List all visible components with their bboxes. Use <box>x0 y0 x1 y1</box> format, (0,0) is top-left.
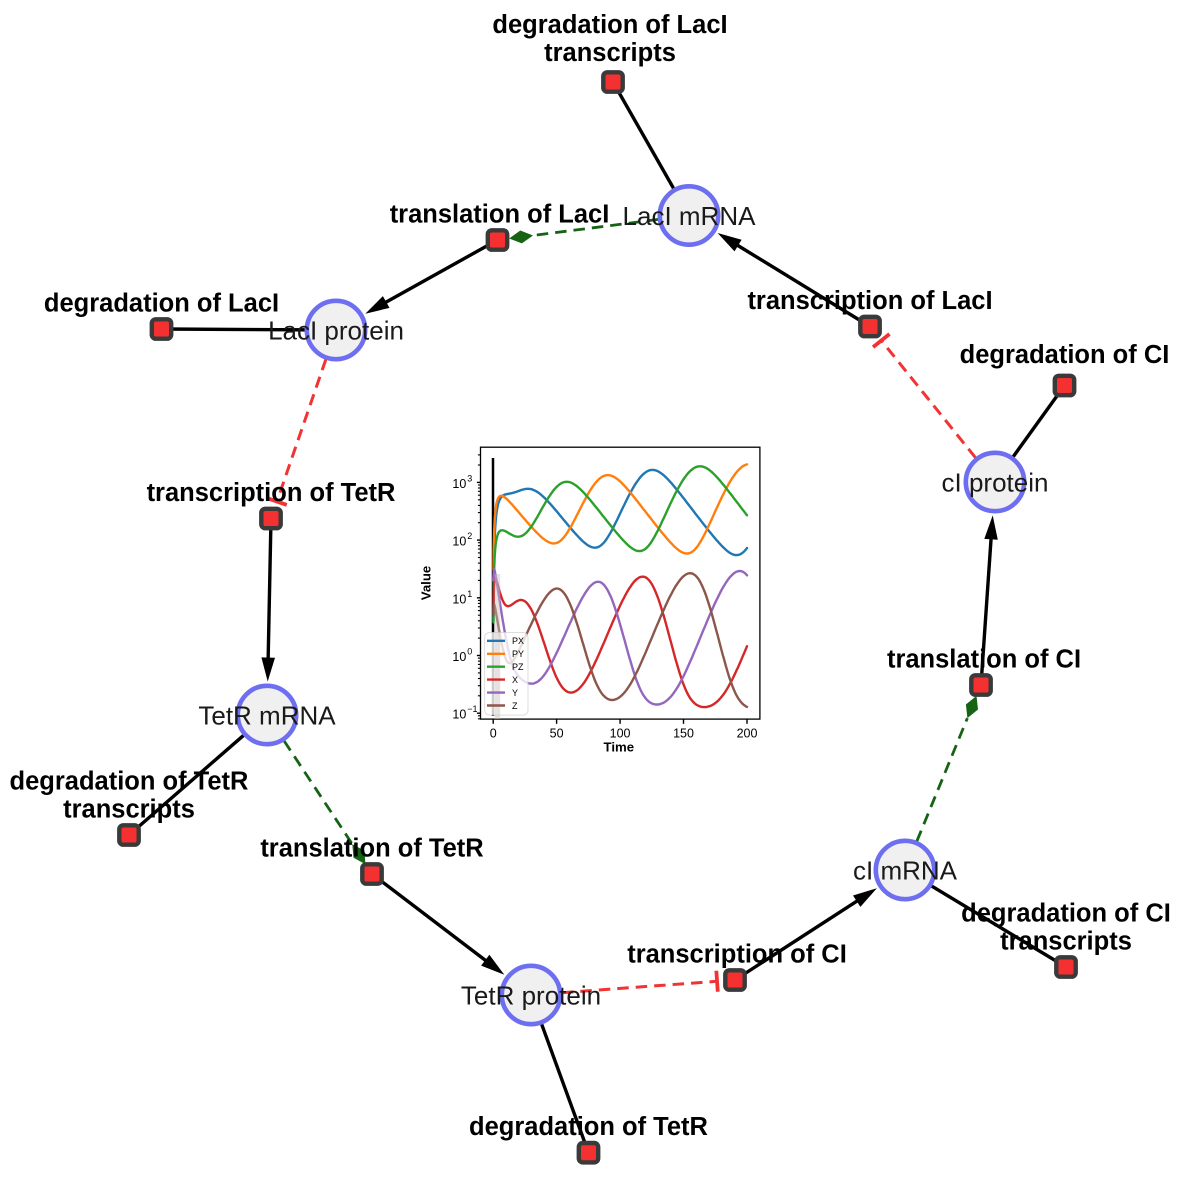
svg-text:TetR mRNA: TetR mRNA <box>198 701 336 731</box>
svg-text:transcripts: transcripts <box>544 39 676 67</box>
svg-text:transcription of TetR: transcription of TetR <box>147 479 396 507</box>
svg-text:−1: −1 <box>467 704 477 714</box>
svg-text:cI mRNA: cI mRNA <box>853 856 958 886</box>
svg-text:Y: Y <box>512 688 518 698</box>
svg-text:degradation of CI: degradation of CI <box>961 899 1171 927</box>
svg-text:100: 100 <box>610 726 631 740</box>
svg-text:translation of LacI: translation of LacI <box>390 200 610 228</box>
svg-text:10: 10 <box>452 535 466 549</box>
svg-text:PZ: PZ <box>512 662 524 672</box>
svg-text:transcripts: transcripts <box>1000 927 1132 955</box>
svg-text:PX: PX <box>512 636 524 646</box>
svg-text:degradation of TetR: degradation of TetR <box>469 1113 708 1141</box>
svg-text:3: 3 <box>467 473 472 483</box>
svg-text:transcription of LacI: transcription of LacI <box>747 287 992 315</box>
svg-text:cI protein: cI protein <box>942 468 1049 498</box>
svg-text:LacI protein: LacI protein <box>268 316 404 346</box>
svg-text:Value: Value <box>419 566 434 600</box>
svg-text:10: 10 <box>452 477 466 491</box>
svg-text:150: 150 <box>673 726 694 740</box>
svg-text:degradation of LacI: degradation of LacI <box>492 11 727 39</box>
svg-text:translation of CI: translation of CI <box>887 645 1081 673</box>
svg-text:PY: PY <box>512 649 524 659</box>
svg-text:transcripts: transcripts <box>63 795 195 823</box>
svg-text:degradation of TetR: degradation of TetR <box>10 767 249 795</box>
svg-text:10: 10 <box>452 708 466 722</box>
svg-text:X: X <box>512 675 518 685</box>
svg-text:Z: Z <box>512 701 518 711</box>
svg-text:0: 0 <box>467 647 472 657</box>
svg-text:Time: Time <box>604 740 635 755</box>
svg-text:transcription of CI: transcription of CI <box>627 940 847 968</box>
svg-text:1: 1 <box>467 589 472 599</box>
svg-text:LacI mRNA: LacI mRNA <box>623 201 757 231</box>
svg-text:200: 200 <box>737 726 758 740</box>
svg-text:50: 50 <box>550 726 564 740</box>
svg-text:10: 10 <box>452 592 466 606</box>
svg-text:10: 10 <box>452 650 466 664</box>
svg-text:degradation of CI: degradation of CI <box>960 341 1170 369</box>
svg-text:0: 0 <box>490 726 497 740</box>
svg-text:translation of TetR: translation of TetR <box>260 834 483 862</box>
svg-text:2: 2 <box>467 531 472 541</box>
svg-text:TetR protein: TetR protein <box>461 981 601 1011</box>
svg-text:degradation of LacI: degradation of LacI <box>44 289 279 317</box>
